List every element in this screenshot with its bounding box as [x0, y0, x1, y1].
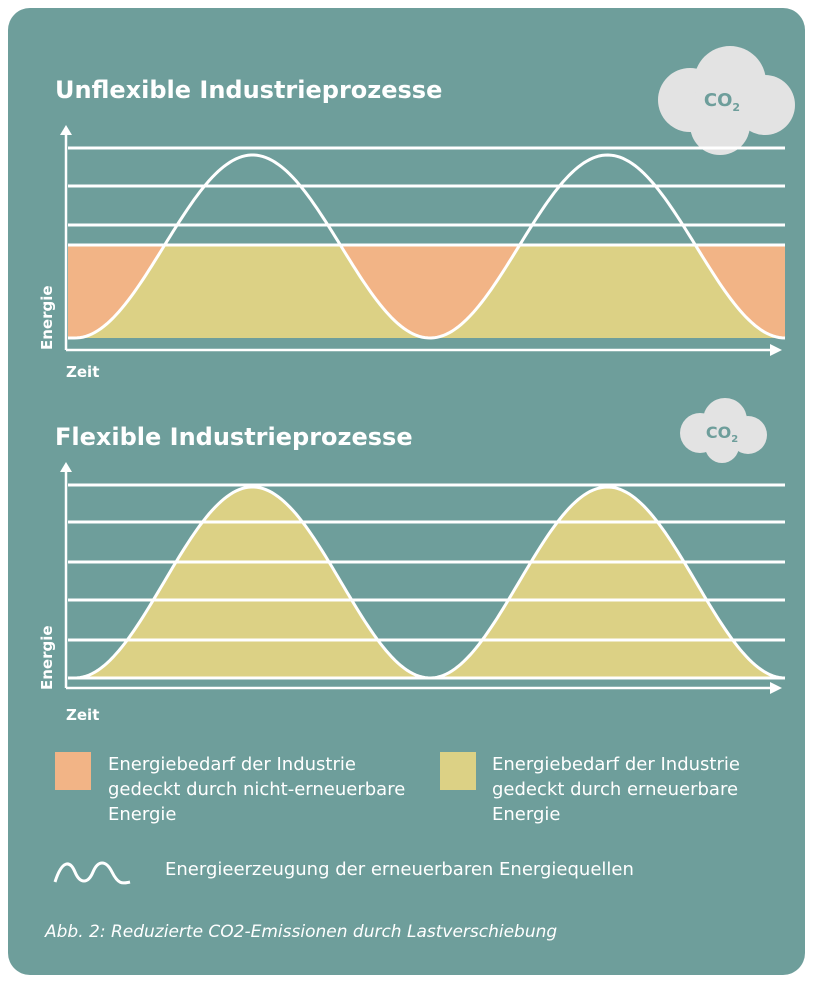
curve-legend: Energieerzeugung der erneuerbaren Energi…	[165, 859, 634, 880]
generation-curve	[68, 153, 786, 340]
legend-text: Energiebedarf der Industrie gedeckt durc…	[108, 754, 406, 825]
renewable-area	[68, 245, 785, 338]
generation-curve	[68, 485, 786, 680]
co: CO	[704, 90, 733, 111]
title: Flexible Industrieprozesse	[55, 423, 413, 451]
x-label: Zeit	[66, 363, 99, 381]
chart-bottom	[60, 462, 786, 694]
sub: 2	[731, 434, 738, 445]
caption: Abb. 2: Reduzierte CO2-Emissionen durch …	[45, 922, 558, 942]
legend-swatch	[440, 752, 476, 790]
x-label: Zeit	[66, 706, 99, 724]
y-label: Energie	[38, 625, 56, 690]
cloud-label: CO2	[706, 423, 738, 445]
y-arrow	[60, 125, 72, 135]
cloud	[680, 398, 767, 463]
chart-top	[60, 125, 786, 356]
wave-icon	[53, 861, 131, 885]
cloud-label: CO2	[704, 90, 740, 114]
legend-swatch	[55, 752, 91, 790]
y-label: Energie	[38, 285, 56, 350]
panel	[8, 8, 805, 975]
sub: 2	[732, 101, 740, 114]
cloud	[658, 46, 795, 155]
x-arrow	[770, 682, 782, 694]
x-arrow	[770, 344, 782, 356]
legend-text: Energiebedarf der Industrie gedeckt durc…	[492, 754, 740, 825]
co: CO	[706, 423, 731, 442]
y-arrow	[60, 462, 72, 472]
title: Unflexible Industrieprozesse	[55, 76, 442, 104]
renewable-area	[68, 487, 785, 678]
